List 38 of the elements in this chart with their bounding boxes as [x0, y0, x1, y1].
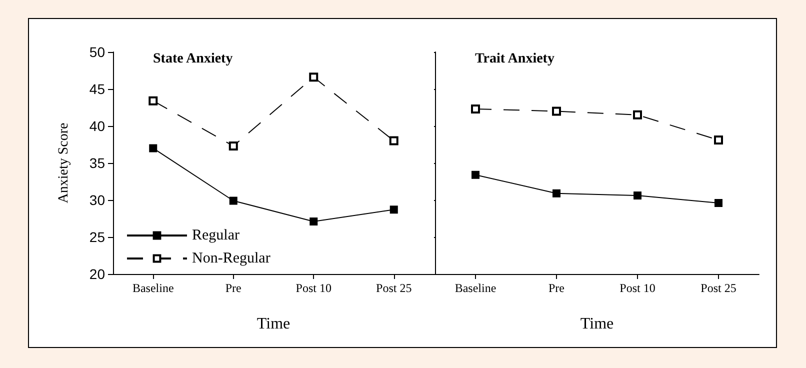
point: [552, 189, 560, 198]
point: [228, 141, 238, 150]
point: [389, 136, 398, 146]
x-tick-label: Post 10: [620, 281, 656, 295]
x-tick-label: Pre: [548, 281, 564, 295]
point: [229, 196, 238, 205]
y-tick-label: 30: [89, 192, 106, 208]
point: [552, 106, 561, 116]
chart-title: Trait Anxiety: [475, 52, 554, 66]
x-axis-title: Time: [256, 316, 290, 332]
point: [634, 192, 642, 200]
legend-label: Regular: [192, 228, 240, 244]
x-axis-title: Time: [580, 316, 614, 332]
y-axis-title: Anxiety Score: [56, 122, 72, 204]
point: [633, 110, 642, 120]
point: [471, 104, 480, 114]
y-tick-label: 40: [89, 118, 106, 134]
chart-title: State Anxiety: [153, 52, 233, 66]
x-tick-label: Post 10: [296, 281, 332, 295]
point: [714, 136, 723, 145]
x-tick-label: Post 25: [700, 281, 736, 295]
point: [148, 96, 158, 106]
x-tick-label: Baseline: [132, 281, 174, 295]
point: [310, 217, 318, 226]
x-tick-label: Post 25: [376, 281, 412, 295]
point: [309, 72, 318, 82]
y-tick-label: 50: [89, 44, 106, 60]
y-tick-label: 45: [89, 81, 106, 97]
point: [714, 198, 722, 207]
point: [472, 170, 480, 179]
point: [390, 206, 398, 214]
x-tick-label: Pre: [225, 281, 242, 295]
y-tick-label: 35: [89, 155, 106, 171]
y-tick-label: 20: [89, 266, 106, 282]
x-tick-label: Baseline: [454, 281, 496, 295]
legend-label: Non-Regular: [192, 250, 270, 266]
point: [149, 144, 158, 152]
y-tick-label: 25: [89, 229, 106, 245]
